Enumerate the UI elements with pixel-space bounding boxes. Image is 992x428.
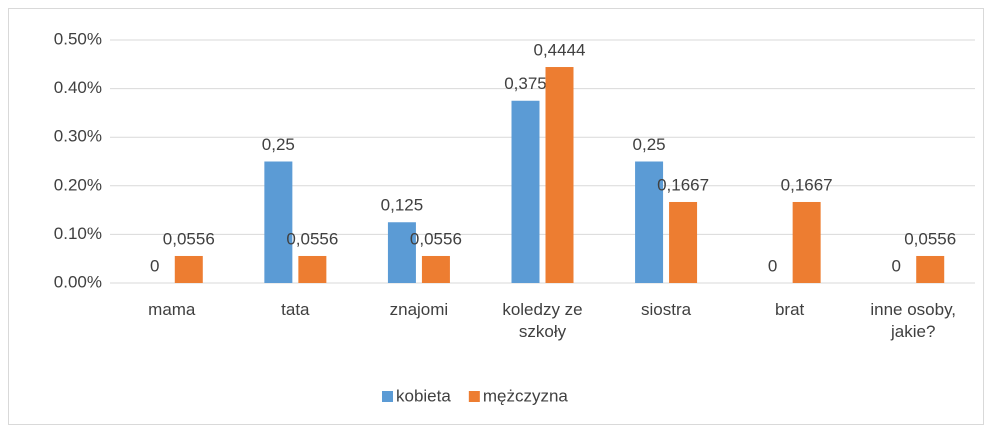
- y-tick-label: 0.20%: [54, 175, 102, 194]
- data-label: 0: [891, 256, 900, 275]
- x-tick-label-box: znajomi: [389, 300, 449, 319]
- legend-label: kobieta: [396, 386, 451, 405]
- data-label: 0: [768, 256, 777, 275]
- chart-border: [8, 8, 984, 425]
- x-tick-label: tata: [281, 300, 310, 319]
- x-tick-label: brat: [774, 300, 805, 319]
- legend-label: mężczyzna: [483, 386, 569, 405]
- data-label: 0,0556: [904, 229, 956, 248]
- bar: [174, 255, 203, 283]
- x-tick-label-box: koledzy ze szkoły: [502, 300, 583, 341]
- y-tick-label: 0.30%: [54, 127, 102, 146]
- x-tick-label-box: tata: [281, 300, 310, 319]
- x-tick-label: koledzy ze szkoły: [502, 300, 583, 341]
- bar: [635, 161, 664, 283]
- data-label: 0,125: [381, 196, 424, 215]
- data-label: 0,0556: [163, 229, 215, 248]
- bar: [669, 201, 698, 283]
- data-label: 0,0556: [286, 229, 338, 248]
- data-label: 0: [150, 256, 159, 275]
- data-label: 0,25: [633, 135, 666, 154]
- x-tick-label-box: brat: [774, 300, 805, 319]
- x-tick-label: siostra: [641, 300, 692, 319]
- x-tick-label: mama: [148, 300, 196, 319]
- bar: [545, 67, 574, 283]
- bar: [387, 222, 416, 283]
- data-label: 0,1667: [781, 175, 833, 194]
- data-label: 0,25: [262, 135, 295, 154]
- y-tick-label: 0.00%: [54, 272, 102, 291]
- x-tick-label-box: siostra: [641, 300, 692, 319]
- legend-swatch: [468, 391, 480, 402]
- bar: [264, 161, 293, 283]
- bar: [792, 201, 821, 283]
- bar: [421, 255, 450, 283]
- data-label: 0,0556: [410, 229, 462, 248]
- bar: [511, 100, 540, 283]
- y-tick-label: 0.10%: [54, 224, 102, 243]
- data-label: 0,4444: [534, 41, 586, 60]
- x-tick-label: znajomi: [389, 300, 449, 319]
- bar: [916, 255, 945, 283]
- legend-swatch: [382, 391, 393, 402]
- bar: [298, 255, 327, 283]
- x-tick-label-box: mama: [148, 300, 196, 319]
- y-tick-label: 0.40%: [54, 78, 102, 97]
- y-tick-label: 0.50%: [54, 29, 102, 48]
- x-tick-label: inne osoby, jakie?: [870, 300, 957, 341]
- data-label: 0,1667: [657, 175, 709, 194]
- data-label: 0,375: [504, 74, 547, 93]
- x-tick-label-box: inne osoby, jakie?: [870, 300, 957, 341]
